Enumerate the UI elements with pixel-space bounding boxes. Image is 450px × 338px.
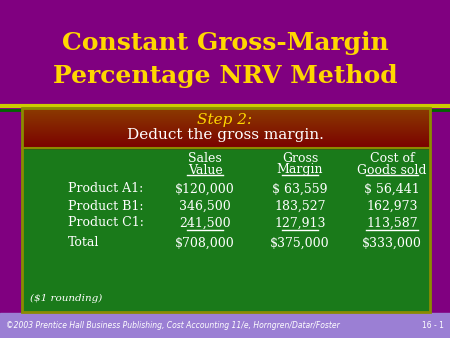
Bar <box>22 143 430 144</box>
Text: Total: Total <box>68 237 99 249</box>
Text: Product B1:: Product B1: <box>68 199 144 213</box>
Text: 241,500: 241,500 <box>179 217 231 230</box>
Bar <box>22 122 430 123</box>
Text: Product A1:: Product A1: <box>68 183 143 195</box>
Text: 113,587: 113,587 <box>366 217 418 230</box>
Bar <box>22 108 430 312</box>
Text: $708,000: $708,000 <box>175 237 235 249</box>
Bar <box>22 142 430 143</box>
Text: 127,913: 127,913 <box>274 217 326 230</box>
Bar <box>22 109 430 110</box>
Bar <box>22 113 430 114</box>
Bar <box>22 136 430 137</box>
Bar <box>22 141 430 142</box>
Text: Margin: Margin <box>277 164 323 176</box>
Text: $ 63,559: $ 63,559 <box>272 183 328 195</box>
Bar <box>22 110 430 111</box>
Bar <box>22 138 430 139</box>
Text: $ 56,441: $ 56,441 <box>364 183 420 195</box>
Text: 162,973: 162,973 <box>366 199 418 213</box>
Text: $375,000: $375,000 <box>270 237 330 249</box>
Bar <box>22 111 430 112</box>
Bar <box>0 0 450 108</box>
Text: 183,527: 183,527 <box>274 199 326 213</box>
Bar <box>22 135 430 136</box>
Text: Constant Gross-Margin: Constant Gross-Margin <box>62 31 388 55</box>
Text: 346,500: 346,500 <box>179 199 231 213</box>
Bar <box>22 133 430 134</box>
Text: Deduct the gross margin.: Deduct the gross margin. <box>126 128 324 142</box>
Text: ©2003 Prentice Hall Business Publishing, Cost Accounting 11/e, Horngren/Datar/Fo: ©2003 Prentice Hall Business Publishing,… <box>6 321 340 331</box>
Bar <box>22 124 430 125</box>
Bar <box>22 147 430 148</box>
Text: Cost of: Cost of <box>370 152 414 166</box>
Bar <box>22 126 430 127</box>
Bar <box>22 115 430 116</box>
Bar <box>22 112 430 113</box>
Text: Product C1:: Product C1: <box>68 217 144 230</box>
Text: Sales: Sales <box>188 152 222 166</box>
Bar <box>22 131 430 132</box>
Text: Percentage NRV Method: Percentage NRV Method <box>53 64 397 88</box>
Bar <box>22 108 430 312</box>
Bar <box>22 127 430 128</box>
Text: Step 2:: Step 2: <box>198 113 252 127</box>
Bar <box>22 117 430 118</box>
Text: Value: Value <box>188 164 222 176</box>
Bar <box>22 139 430 140</box>
Bar <box>22 146 430 147</box>
Text: ($1 rounding): ($1 rounding) <box>30 293 102 303</box>
Bar <box>22 123 430 124</box>
Bar <box>22 130 430 131</box>
Bar <box>22 134 430 135</box>
Bar <box>22 128 430 129</box>
Text: Goods sold: Goods sold <box>357 164 427 176</box>
Bar <box>22 114 430 115</box>
Bar <box>22 125 430 126</box>
Bar <box>22 120 430 121</box>
Text: Gross: Gross <box>282 152 318 166</box>
Bar <box>22 118 430 119</box>
Text: $120,000: $120,000 <box>175 183 235 195</box>
Bar <box>0 313 450 338</box>
Bar <box>22 116 430 117</box>
Bar <box>22 132 430 133</box>
Bar <box>22 137 430 138</box>
Bar <box>22 144 430 145</box>
Bar <box>22 119 430 120</box>
Bar <box>22 145 430 146</box>
Text: 16 - 1: 16 - 1 <box>422 321 444 331</box>
Bar <box>22 121 430 122</box>
Bar <box>22 129 430 130</box>
Text: $333,000: $333,000 <box>362 237 422 249</box>
Bar <box>22 108 430 109</box>
Bar <box>22 140 430 141</box>
